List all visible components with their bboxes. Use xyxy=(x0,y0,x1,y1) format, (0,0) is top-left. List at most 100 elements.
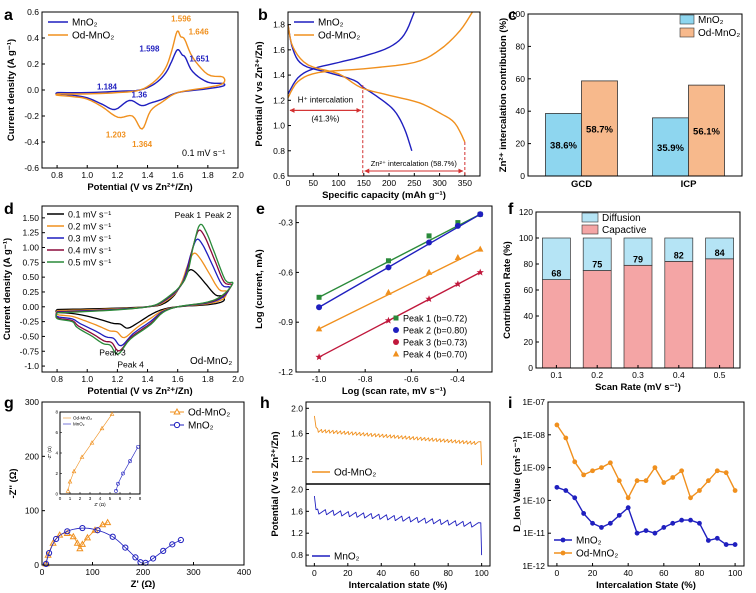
x-tick-label: 0.5 xyxy=(714,370,726,380)
x-tick-label: 20 xyxy=(588,568,598,578)
legend-marker xyxy=(393,327,399,333)
y-axis-label: Log (current, mA) xyxy=(254,249,265,329)
legend-swatch xyxy=(581,212,599,223)
y-tick-label: 0 xyxy=(34,560,39,570)
x-tick-label: 200 xyxy=(136,567,150,577)
x-tick-label: 0.8 xyxy=(51,170,63,180)
data-point xyxy=(45,549,53,557)
y-tick-label: -0.25 xyxy=(20,317,40,327)
y-tick-label: 1.6 xyxy=(273,45,285,55)
inset-y-tick-label: 2 xyxy=(55,471,58,476)
data-point xyxy=(132,554,139,561)
x-tick-label: 1.8 xyxy=(202,170,214,180)
data-point xyxy=(78,540,87,547)
panel-label-f: f xyxy=(508,201,514,218)
inset-x-tick-label: 4 xyxy=(99,496,102,501)
inset-point xyxy=(128,459,132,464)
y-tick-label: 0.75 xyxy=(22,257,39,267)
panel-label-e: e xyxy=(256,201,265,218)
inset-x-tick-label: 3 xyxy=(89,496,92,501)
data-point xyxy=(425,295,433,302)
inset-point xyxy=(136,444,140,449)
y-tick-label: -0.2 xyxy=(24,111,39,121)
legend-label: Diffusion xyxy=(602,213,641,224)
y-axis-label: D_Ion Value (cm² s⁻¹) xyxy=(512,436,523,532)
data-point xyxy=(316,294,322,300)
charge-curve xyxy=(287,11,415,95)
data-point xyxy=(160,547,167,554)
x-tick-label: 0.2 xyxy=(591,370,603,380)
y-tick-label: 0.8 xyxy=(273,146,285,156)
legend-label: Od-MnO₂ xyxy=(576,549,618,560)
panel-label-h: h xyxy=(260,395,270,412)
data-point xyxy=(572,459,578,465)
x-tick-label: -0.6 xyxy=(404,374,419,384)
inset-y-tick-label: 6 xyxy=(55,430,58,435)
legend-marker xyxy=(560,550,566,556)
x-tick-label: 80 xyxy=(443,568,453,578)
cv-curve-mno2 xyxy=(55,49,226,111)
bar-value-label: 75 xyxy=(592,260,602,270)
y-tick-label: 80 xyxy=(524,259,534,269)
legend-label: MnO₂ xyxy=(318,18,344,29)
bar-diffusion xyxy=(664,237,694,262)
legend-swatch xyxy=(581,224,599,235)
data-point xyxy=(49,539,57,546)
data-point xyxy=(316,304,323,311)
y-tick-label: -0.75 xyxy=(20,346,40,356)
data-point xyxy=(634,530,640,536)
bar-gcd-mno2 xyxy=(545,113,582,177)
y-tick-label: 1E-10 xyxy=(522,495,545,505)
peak3-label: Peak 3 xyxy=(99,347,126,357)
inset-x-tick-label: 6 xyxy=(119,496,122,501)
gitt-curve-od-mno2 xyxy=(313,415,483,466)
x-tick-label: 100 xyxy=(85,567,99,577)
plot-frame xyxy=(547,401,745,567)
data-point xyxy=(79,524,86,532)
data-point xyxy=(563,488,569,493)
bar-capacitive xyxy=(542,279,571,369)
inset-y-tick-label: 4 xyxy=(55,451,58,456)
legend-marker xyxy=(560,537,566,543)
data-point xyxy=(64,528,71,535)
data-point xyxy=(661,480,667,485)
legend-swatch xyxy=(679,27,695,38)
data-point xyxy=(53,535,60,543)
y-tick-label: -1.0 xyxy=(24,361,39,371)
x-tick-label: 60 xyxy=(410,568,420,578)
bar-value-label: 79 xyxy=(633,254,643,264)
x-axis-label: Potential (V vs Zn²⁺/Zn) xyxy=(87,182,192,193)
x-tick-label: 80 xyxy=(695,568,705,578)
x-tick-label: 0 xyxy=(555,568,560,578)
x-axis-label: Log (scan rate, mV s⁻¹) xyxy=(342,386,446,397)
legend-marker xyxy=(393,339,399,345)
x-tick-label: 100 xyxy=(475,568,489,578)
data-point xyxy=(572,495,578,501)
inset-point xyxy=(79,454,85,459)
x-tick-label: 1.2 xyxy=(111,170,123,180)
y-tick-label: -0.50 xyxy=(20,331,40,341)
x-tick-label: 0 xyxy=(286,178,291,188)
x-tick-label: 20 xyxy=(343,568,353,578)
y-tick-label: 1.25 xyxy=(22,228,39,238)
x-tick-label: 1.4 xyxy=(142,374,154,384)
data-point xyxy=(732,542,738,547)
data-point xyxy=(616,512,622,518)
y-axis-label: Zn²⁺ intercalation contribution (%) xyxy=(498,18,509,172)
panel-label-d: d xyxy=(4,201,14,218)
y-tick-label: 40 xyxy=(524,311,534,321)
y-tick-label: 60 xyxy=(524,285,534,295)
data-point xyxy=(714,468,720,474)
peak-annotation: 1.646 xyxy=(189,27,210,36)
peak-annotation: 1.651 xyxy=(189,55,210,64)
legend-label: Od-MnO₂ xyxy=(72,31,114,42)
x-axis-label: Specific capacity (mAh g⁻¹) xyxy=(322,190,446,201)
x-tick-label: -0.4 xyxy=(450,374,465,384)
inset-x-tick-label: 1 xyxy=(69,496,72,501)
x-tick-label: 1.6 xyxy=(172,374,184,384)
fit-line xyxy=(318,213,481,298)
y-tick-label: 2.0 xyxy=(291,484,303,494)
legend-swatch xyxy=(679,14,695,25)
y-tick-label: 60 xyxy=(516,74,526,84)
data-point xyxy=(476,268,484,276)
